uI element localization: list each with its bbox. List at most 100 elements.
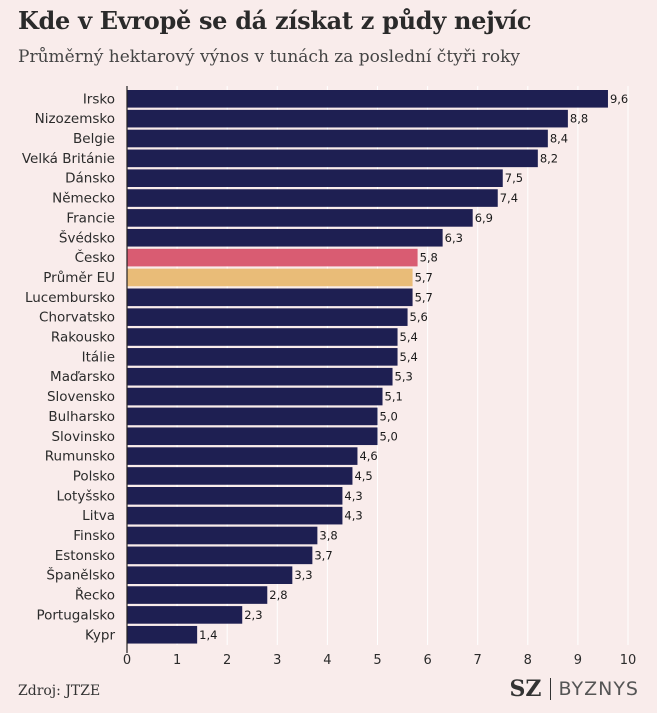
value-label: 4,3 — [344, 509, 362, 523]
value-label: 3,8 — [319, 529, 337, 543]
bar — [127, 487, 343, 505]
value-label: 5,3 — [395, 370, 413, 384]
category-label: Slovensko — [47, 389, 115, 405]
category-label: Dánsko — [65, 171, 115, 187]
category-label: Bulharsko — [48, 409, 115, 425]
category-label: Německo — [52, 191, 115, 207]
value-labels: 9,6 8,88,4 8,2 7,5 7,4 6,9 6,3 5,8 5,7 5,7 5,6 5,4 5… — [199, 92, 628, 642]
category-label: Rakousko — [51, 330, 115, 346]
x-tick-label: 3 — [273, 653, 281, 668]
value-label: 8,2 — [540, 151, 558, 165]
x-axis: 0 1 2 3 4 5 6 7 8 9 10 — [123, 86, 636, 668]
x-tick-label: 1 — [173, 653, 181, 668]
value-label: 5,1 — [385, 390, 403, 404]
value-label: 4,3 — [344, 489, 362, 503]
x-tick-label: 2 — [223, 653, 231, 668]
x-tick-label: 6 — [423, 653, 431, 668]
bar — [127, 387, 383, 406]
category-label: Francie — [66, 210, 115, 226]
bar — [127, 367, 393, 386]
category-label: Řecko — [75, 587, 115, 604]
value-label: 5,7 — [415, 270, 433, 284]
category-label: Lucembursko — [25, 290, 115, 306]
x-tick-label: 9 — [574, 653, 582, 668]
bar — [127, 546, 313, 565]
category-label: Chorvatsko — [39, 310, 115, 326]
category-label: Portugalsko — [36, 607, 115, 623]
bar — [127, 407, 378, 426]
x-tick-label: 7 — [474, 653, 482, 668]
sz-logo: SZ — [509, 676, 542, 702]
bar — [127, 189, 498, 207]
value-label: 4,5 — [354, 469, 372, 483]
value-label: 9,6 — [610, 92, 628, 106]
bar — [127, 228, 443, 247]
value-label: 5,8 — [420, 251, 438, 265]
x-tick-label: 5 — [373, 653, 381, 668]
bar — [127, 625, 198, 644]
category-label: Irsko — [83, 91, 115, 107]
value-label: 5,6 — [410, 310, 428, 324]
value-label: 6,3 — [445, 231, 463, 245]
bar — [127, 348, 398, 366]
bar — [127, 328, 398, 346]
category-label: Velká Británie — [22, 151, 115, 167]
value-label: 5,7 — [415, 290, 433, 304]
bar — [127, 268, 413, 287]
category-labels: Irsko Nizozemsko Belgie Velká Británie Dánsk… — [22, 91, 116, 643]
value-label: 6,9 — [475, 211, 493, 225]
category-label: Belgie — [73, 131, 115, 147]
brand-logo[interactable]: SZ BYZNYS — [510, 676, 639, 702]
bar — [127, 129, 548, 148]
category-label: Průměr EU — [43, 270, 115, 286]
category-label: Estonsko — [55, 548, 115, 564]
bar — [127, 606, 243, 624]
value-label: 3,7 — [314, 548, 332, 562]
value-label: 7,4 — [500, 191, 518, 205]
category-label: Španělsko — [46, 566, 115, 584]
bar — [127, 109, 568, 128]
bar — [127, 209, 473, 227]
bar — [127, 566, 293, 584]
category-label: Lotyšsko — [57, 488, 116, 504]
bar — [127, 308, 408, 326]
value-label: 8,8 — [570, 112, 588, 126]
value-label: 2,3 — [244, 608, 262, 622]
category-label: Polsko — [73, 468, 115, 484]
value-label: 5,4 — [400, 330, 418, 344]
bars — [127, 90, 608, 644]
value-label: 5,0 — [380, 429, 398, 443]
bar — [127, 506, 343, 525]
value-label: 1,4 — [199, 628, 217, 642]
chart-subtitle: Průměrný hektarový výnos v tunách za pos… — [18, 47, 520, 67]
category-label: Maďarsko — [50, 369, 115, 385]
bar — [127, 288, 413, 307]
bar — [127, 90, 608, 108]
bar — [127, 526, 318, 545]
bar — [127, 427, 378, 446]
x-tick-label: 4 — [323, 653, 331, 668]
value-label: 7,5 — [505, 171, 523, 185]
value-label: 8,4 — [550, 132, 568, 146]
bar — [127, 248, 418, 267]
bar — [127, 586, 268, 604]
bar — [127, 149, 538, 168]
bar — [127, 447, 358, 465]
x-tick-label: 8 — [524, 653, 532, 668]
category-label: Itálie — [82, 349, 115, 365]
category-label: Nizozemsko — [35, 111, 115, 127]
value-label: 5,0 — [380, 409, 398, 423]
bar — [127, 467, 353, 485]
source-note: Zdroj: JTZE — [18, 683, 101, 699]
bar — [127, 169, 503, 187]
value-label: 5,4 — [400, 350, 418, 364]
chart-title: Kde v Evropě se dá získat z půdy nejvíc — [18, 6, 532, 35]
category-label: Česko — [75, 248, 115, 266]
value-label: 4,6 — [359, 449, 377, 463]
category-label: Kypr — [85, 627, 115, 643]
logo-divider — [549, 678, 551, 700]
category-label: Švédsko — [59, 228, 115, 246]
x-tick-label: 0 — [123, 653, 131, 668]
section-name: BYZNYS — [558, 678, 639, 700]
